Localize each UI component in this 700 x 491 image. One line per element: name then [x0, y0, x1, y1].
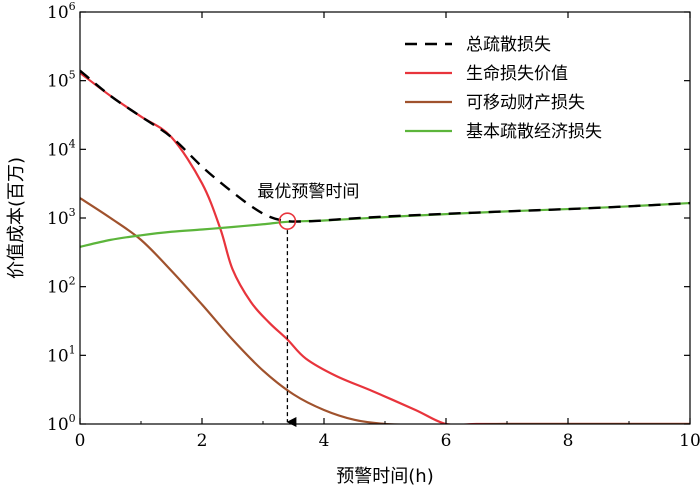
optimal-point-marker	[278, 212, 297, 230]
x-tick-label: 2	[197, 431, 208, 451]
series-line-4	[80, 201, 690, 248]
y-tick-label: 102	[47, 275, 76, 298]
x-tick-label: 4	[319, 431, 330, 451]
x-tick-label: 6	[441, 431, 452, 451]
axis-layer: 0 2 4 6 8 10 100 101 102 103 104 105 106	[47, 0, 700, 451]
x-tick-label: 0	[75, 431, 86, 451]
annotation-label: 最优预警时间	[257, 182, 359, 202]
x-tick-label: 10	[679, 431, 700, 451]
y-tick-label: 106	[47, 0, 76, 23]
y-tick-label: 101	[47, 343, 76, 366]
legend-label: 基本疏散经济损失	[466, 122, 602, 142]
y-tick-label: 100	[47, 412, 76, 435]
legend-label: 生命损失价值	[466, 64, 568, 84]
legend-label: 总疏散损失	[466, 35, 551, 55]
legend-label: 可移动财产损失	[466, 93, 585, 113]
series-line-1	[80, 69, 690, 223]
y-tick-label: 103	[47, 206, 76, 229]
y-axis-title: 价值成本(百万)	[6, 157, 27, 279]
x-tick-label: 8	[563, 431, 574, 451]
annotation-layer: 最优预警时间	[257, 182, 359, 427]
y-tick-label: 105	[47, 69, 76, 92]
series-line-2	[80, 71, 690, 424]
y-tick-label: 104	[47, 137, 76, 160]
x-axis-title: 预警时间(h)	[336, 466, 433, 487]
